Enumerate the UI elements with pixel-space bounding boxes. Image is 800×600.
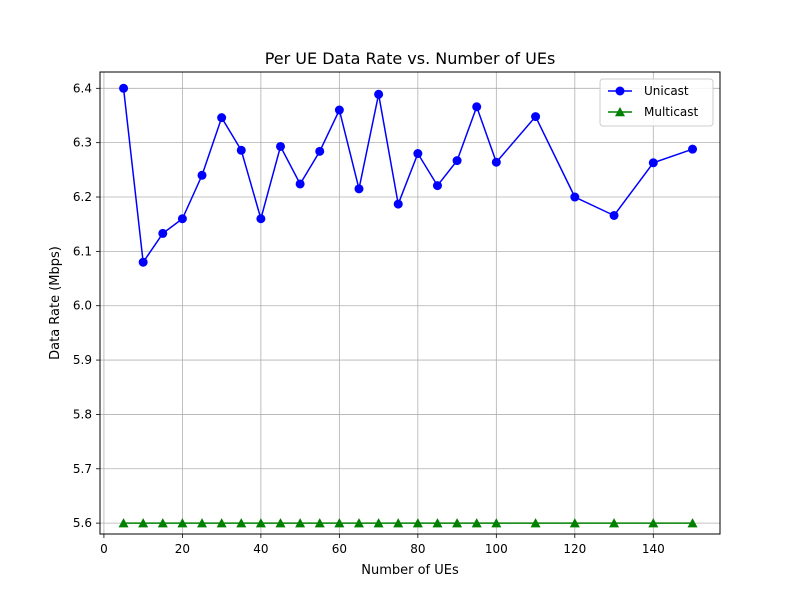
- x-tick-label: 100: [485, 542, 508, 556]
- x-tick-label: 80: [410, 542, 425, 556]
- multicast-point: [393, 518, 404, 528]
- legend: Unicast Multicast: [599, 78, 714, 127]
- y-tick-label: 5.6: [73, 516, 92, 530]
- series-unicast: [119, 83, 698, 267]
- unicast-point: [119, 83, 129, 93]
- multicast-point: [118, 518, 129, 528]
- unicast-point: [354, 184, 364, 194]
- unicast-point: [177, 214, 187, 224]
- legend-unicast-marker: [615, 86, 625, 96]
- multicast-point: [530, 518, 541, 528]
- multicast-point: [197, 518, 208, 528]
- y-tick-label: 6.3: [73, 136, 92, 150]
- multicast-point: [275, 518, 286, 528]
- y-tick-label: 5.9: [73, 353, 92, 367]
- x-axis: 0 20 40 60 80 100 120 140: [100, 534, 665, 556]
- unicast-point: [688, 144, 698, 154]
- unicast-point: [531, 112, 541, 122]
- multicast-point: [138, 518, 149, 528]
- multicast-point: [432, 518, 443, 528]
- legend-multicast-marker: [615, 107, 625, 117]
- unicast-point: [413, 149, 423, 159]
- multicast-point: [452, 518, 463, 528]
- unicast-point: [491, 157, 501, 167]
- y-tick-label: 6.0: [73, 299, 92, 313]
- multicast-point: [314, 518, 325, 528]
- multicast-point: [177, 518, 188, 528]
- unicast-point: [276, 141, 286, 151]
- multicast-point: [157, 518, 168, 528]
- x-tick-label: 60: [332, 542, 347, 556]
- unicast-point: [472, 102, 482, 112]
- multicast-point: [569, 518, 580, 528]
- multicast-point: [471, 518, 482, 528]
- legend-unicast-label: Unicast: [644, 84, 689, 98]
- unicast-point: [295, 179, 305, 189]
- multicast-point: [295, 518, 306, 528]
- legend-multicast-label: Multicast: [644, 105, 699, 119]
- unicast-point: [648, 158, 658, 168]
- y-tick-label: 5.8: [73, 407, 92, 421]
- y-tick-label: 6.1: [73, 244, 92, 258]
- unicast-point: [158, 228, 168, 238]
- multicast-point: [216, 518, 227, 528]
- unicast-point: [256, 214, 266, 224]
- multicast-point: [648, 518, 659, 528]
- unicast-point: [315, 146, 325, 156]
- multicast-point: [334, 518, 345, 528]
- unicast-point: [393, 199, 403, 209]
- series-layer: [118, 83, 698, 528]
- unicast-point: [609, 210, 619, 220]
- x-tick-label: 20: [175, 542, 190, 556]
- unicast-point: [452, 156, 462, 166]
- x-tick-label: 140: [642, 542, 665, 556]
- chart-title: Per UE Data Rate vs. Number of UEs: [265, 49, 556, 68]
- x-tick-label: 0: [100, 542, 108, 556]
- multicast-point: [491, 518, 502, 528]
- multicast-point: [236, 518, 247, 528]
- series-multicast: [118, 518, 698, 528]
- unicast-point: [236, 145, 246, 155]
- x-tick-label: 40: [253, 542, 268, 556]
- multicast-point: [353, 518, 364, 528]
- multicast-point: [255, 518, 266, 528]
- unicast-point: [334, 105, 344, 115]
- y-tick-label: 6.4: [73, 81, 92, 95]
- multicast-point: [609, 518, 620, 528]
- unicast-point: [197, 170, 207, 180]
- x-tick-label: 120: [563, 542, 586, 556]
- y-axis: 5.6 5.7 5.8 5.9 6.0 6.1 6.2 6.3 6.4: [73, 81, 100, 530]
- y-tick-label: 5.7: [73, 462, 92, 476]
- unicast-point: [432, 181, 442, 191]
- y-axis-label: Data Rate (Mbps): [48, 246, 63, 360]
- multicast-point: [373, 518, 384, 528]
- multicast-point: [412, 518, 423, 528]
- unicast-point: [374, 89, 384, 99]
- unicast-point: [570, 192, 580, 202]
- x-axis-label: Number of UEs: [361, 563, 459, 578]
- unicast-point: [138, 257, 148, 267]
- multicast-point: [687, 518, 698, 528]
- plot-frame: [99, 71, 721, 535]
- unicast-point: [217, 113, 227, 123]
- y-tick-label: 6.2: [73, 190, 92, 204]
